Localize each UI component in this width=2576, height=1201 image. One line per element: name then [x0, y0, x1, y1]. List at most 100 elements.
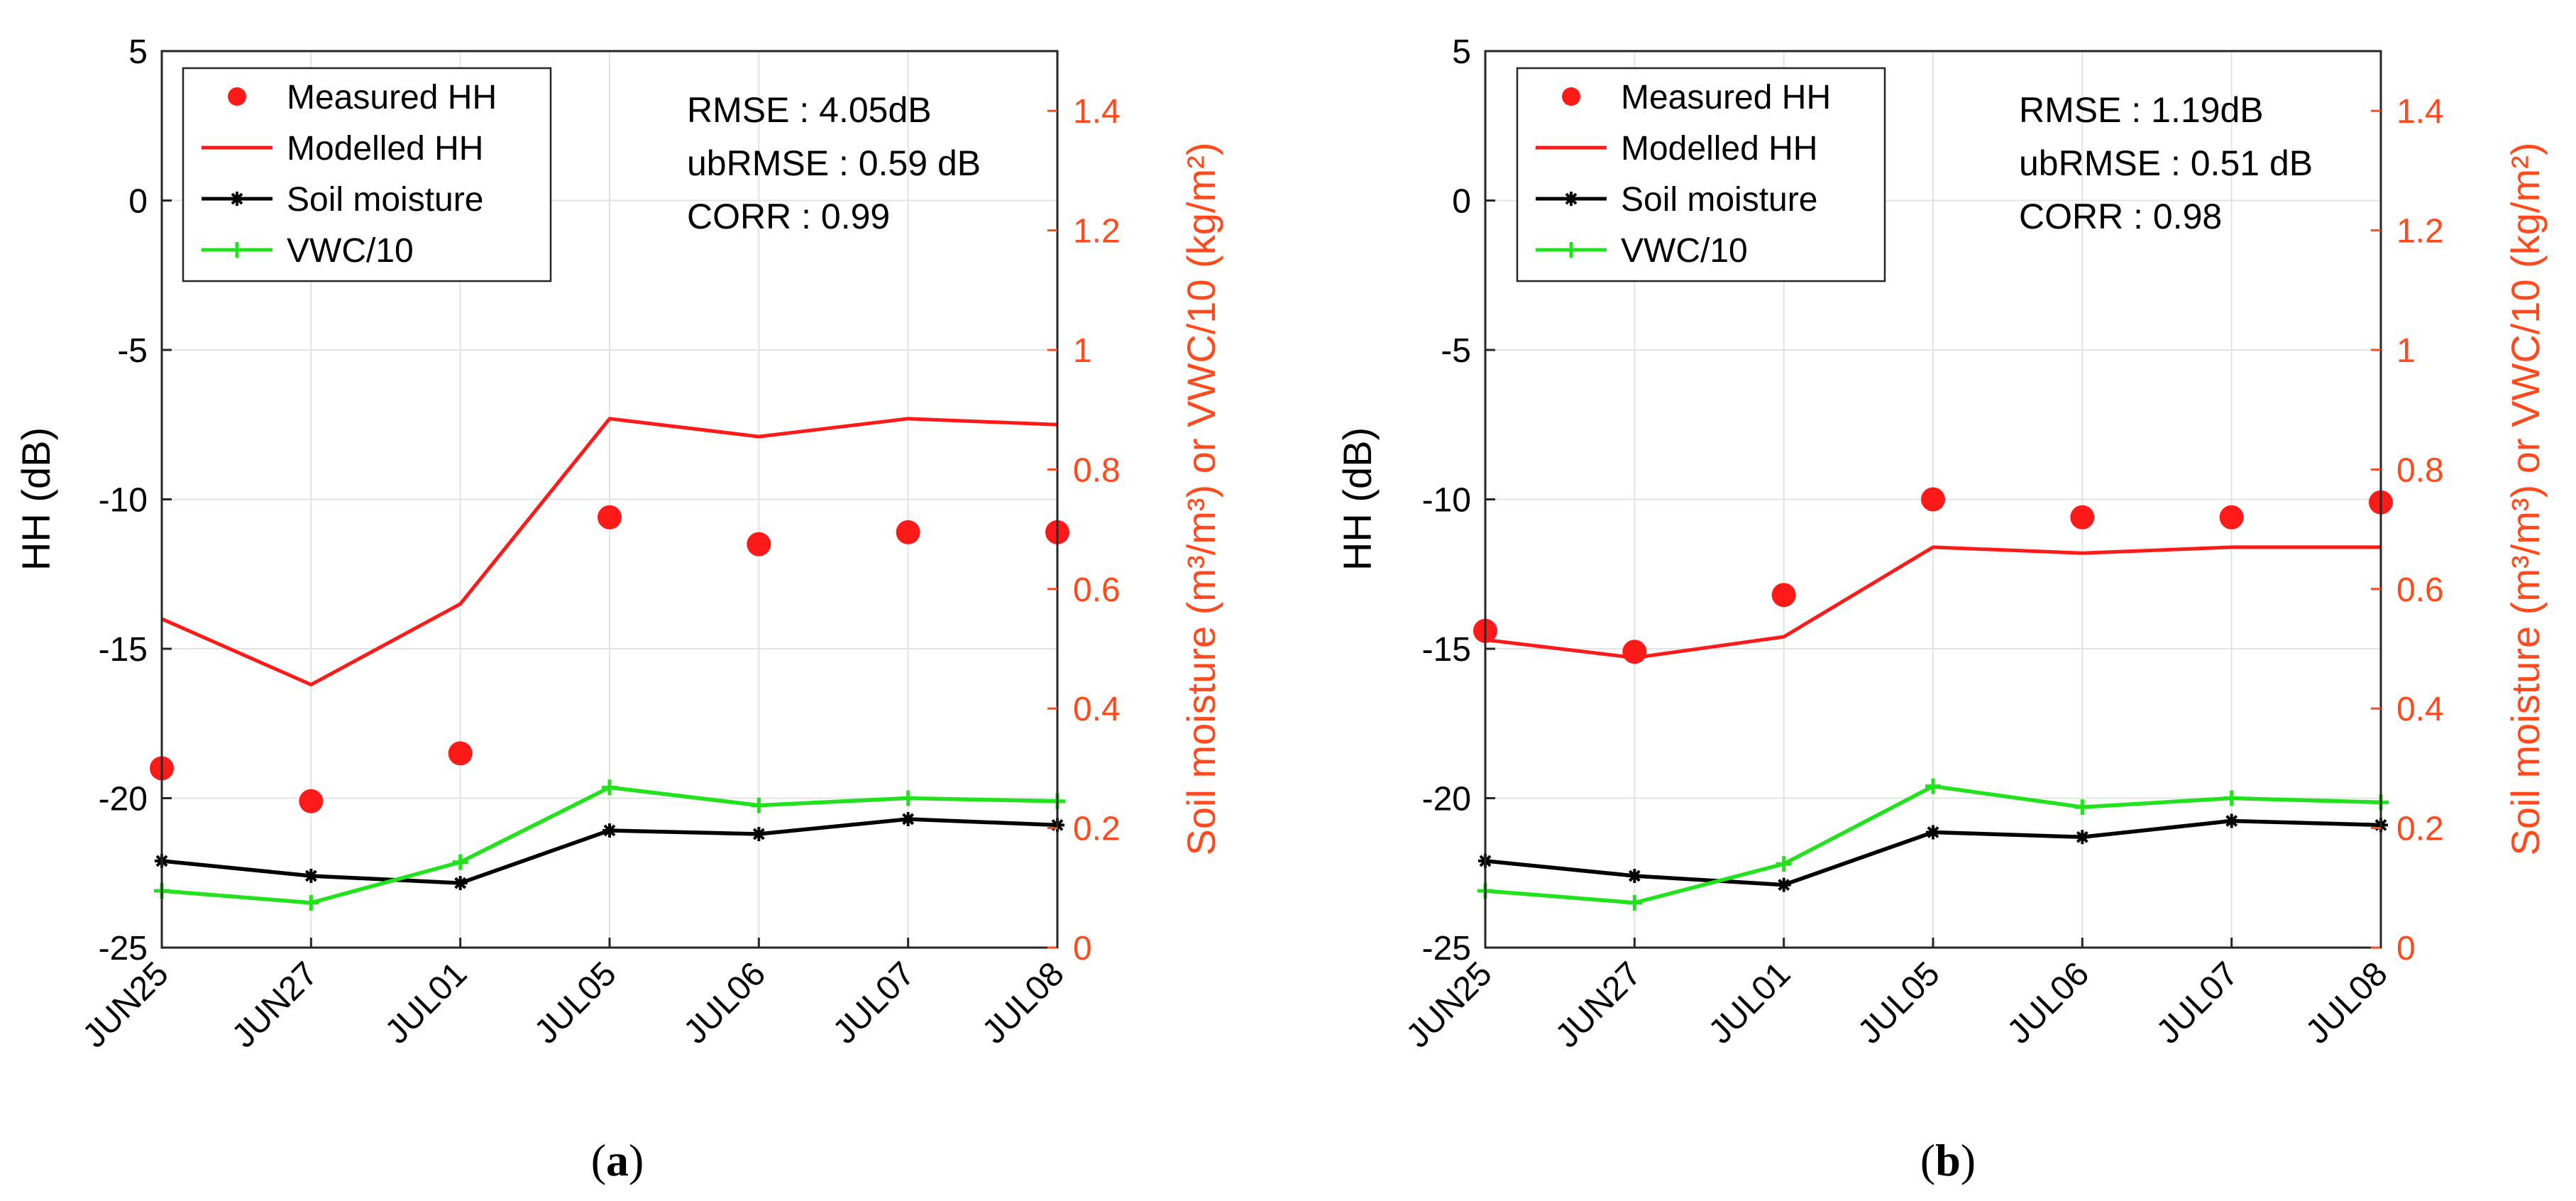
- x-tick-label: JUL05: [527, 955, 624, 1051]
- left-axis-ticks: 5 0 -5 -10 -15 -20 -25: [1422, 33, 1495, 967]
- series-modelled-hh: [1485, 545, 2381, 660]
- y-tick-label: -5: [117, 332, 148, 370]
- x-tick-label: JUN25: [1399, 955, 1499, 1055]
- stat-rmse: RMSE : 4.05dB: [687, 90, 932, 130]
- stat-ubrmse: ubRMSE : 0.51 dB: [2019, 143, 2313, 183]
- data-point: [1925, 778, 1941, 794]
- legend-marker: [230, 192, 244, 206]
- right-tick-label: 0: [1073, 930, 1092, 967]
- stat-ubrmse: ubRMSE : 0.59 dB: [687, 143, 981, 183]
- legend-box: [182, 67, 552, 283]
- legend-item: Measured HH: [1562, 79, 1831, 116]
- x-tick-label: JUL01: [378, 955, 475, 1051]
- data-point: [1627, 868, 1642, 883]
- x-axis-ticks: JUN25 JUN27 JUL01 JUL05 JUL06 JUL07 JUL08: [76, 938, 1072, 1055]
- x-tick-label: JUL05: [1851, 955, 1947, 1051]
- legend-item: Modelled HH: [202, 130, 483, 168]
- data-point: [453, 876, 468, 891]
- legend: Measured HH Modelled HH Soil moisture VWC/1…: [1516, 67, 1886, 283]
- x-tick-label: JUL08: [975, 955, 1072, 1051]
- data-point: [1926, 825, 1940, 840]
- x-tick-label: JUL07: [2150, 955, 2246, 1051]
- right-tick-label: 1: [1073, 332, 1092, 370]
- data-point: [900, 790, 916, 806]
- legend-item: Modelled HH: [1536, 130, 1817, 168]
- measured-point: [448, 741, 473, 766]
- legend-swatch: [1562, 87, 1580, 106]
- legend-label: Modelled HH: [1621, 130, 1817, 168]
- series-vwc-10: [1477, 778, 2389, 911]
- legend-label: Soil moisture: [1621, 181, 1817, 219]
- right-tick-label: 0.8: [2396, 451, 2444, 489]
- right-tick-label: 0.4: [2396, 691, 2444, 728]
- y-tick-label: 5: [128, 33, 148, 71]
- y-tick-label: 0: [1452, 183, 1471, 221]
- measured-point: [747, 532, 771, 556]
- data-point: [1776, 856, 1792, 872]
- data-point: [2224, 813, 2239, 828]
- y-tick-label: -10: [1422, 482, 1471, 520]
- y-tick-label: -25: [99, 930, 148, 967]
- measured-point: [2070, 505, 2095, 530]
- data-point: [752, 827, 766, 842]
- legend-item: VWC/10: [1536, 232, 1748, 270]
- legend: Measured HH Modelled HH Soil moisture VWC/1…: [182, 67, 552, 283]
- data-point: [452, 854, 468, 870]
- y-axis-label: HH (dB): [13, 427, 58, 571]
- y-tick-label: 0: [128, 183, 148, 221]
- y-tick-label: -5: [1441, 332, 1471, 370]
- y-axis-label: HH (dB): [1335, 427, 1380, 571]
- stats-box: RMSE : 1.19dB ubRMSE : 0.51 dB CORR : 0.…: [2019, 90, 2313, 236]
- legend-marker: [1564, 192, 1578, 206]
- measured-point: [1771, 583, 1796, 608]
- left-axis-ticks: 5 0 -5 -10 -15 -20 -25: [99, 33, 172, 967]
- x-axis-ticks: JUN25 JUN27 JUL01 JUL05 JUL06 JUL07 JUL08: [1399, 938, 2395, 1055]
- right-tick-label: 0.6: [2396, 571, 2444, 609]
- data-point: [751, 797, 767, 813]
- right-tick-label: 0.6: [1073, 571, 1121, 609]
- series-layer: [1473, 487, 2393, 911]
- right-tick-label: 1: [2396, 332, 2416, 370]
- stats-box: RMSE : 4.05dB ubRMSE : 0.59 dB CORR : 0.…: [687, 90, 981, 236]
- panel-b: 5 0 -5 -10 -15 -20 -25 1.4 1.2 1 0.8 0.6 0.4 0.2 0 JU…: [1335, 33, 2548, 1185]
- right-axis-ticks: 1.4 1.2 1 0.8 0.6 0.4 0.2 0: [2371, 93, 2444, 967]
- series-line: [160, 417, 1058, 687]
- data-point: [2075, 830, 2090, 845]
- legend-swatch: [228, 87, 246, 106]
- x-tick-label: JUL01: [1702, 955, 1798, 1051]
- data-point: [304, 868, 319, 883]
- x-tick-label: JUL06: [2000, 955, 2097, 1051]
- right-tick-label: 0.2: [1073, 811, 1121, 848]
- legend-marker: [1563, 242, 1579, 258]
- y-tick-label: 5: [1452, 33, 1471, 71]
- legend-label: Soil moisture: [287, 181, 483, 219]
- stat-corr: CORR : 0.99: [687, 197, 890, 236]
- series-modelled-hh: [160, 417, 1058, 687]
- legend-item: Soil moisture: [202, 181, 483, 219]
- series-measured-hh: [150, 505, 1069, 813]
- data-point: [303, 894, 319, 911]
- y-tick-label: -25: [1422, 930, 1471, 967]
- y-tick-label: -15: [1422, 631, 1471, 669]
- right-tick-label: 0.8: [1073, 451, 1121, 489]
- y-tick-label: -10: [99, 482, 148, 520]
- series-soil-moisture: [155, 811, 1064, 891]
- right-tick-label: 1.4: [2396, 93, 2444, 131]
- legend-box: [1516, 67, 1886, 283]
- legend-label: Modelled HH: [287, 130, 483, 168]
- right-axis-label: Soil moisture (m³/m³) or VWC/10 (kg/m²): [1179, 143, 1223, 856]
- legend-label: Measured HH: [287, 79, 497, 116]
- measured-point: [2219, 505, 2244, 530]
- data-point: [901, 811, 915, 826]
- x-tick-label: JUN27: [1548, 955, 1648, 1055]
- right-tick-label: 1.4: [1073, 93, 1121, 131]
- y-tick-label: -20: [99, 781, 148, 818]
- right-axis-label: Soil moisture (m³/m³) or VWC/10 (kg/m²): [2503, 143, 2548, 856]
- data-point: [2223, 790, 2240, 806]
- x-tick-label: JUN25: [76, 955, 176, 1055]
- data-point: [1626, 894, 1643, 911]
- right-axis-ticks: 1.4 1.2 1 0.8 0.6 0.4 0.2 0: [1047, 93, 1121, 967]
- legend-marker: [229, 242, 245, 258]
- y-tick-label: -20: [1422, 781, 1471, 818]
